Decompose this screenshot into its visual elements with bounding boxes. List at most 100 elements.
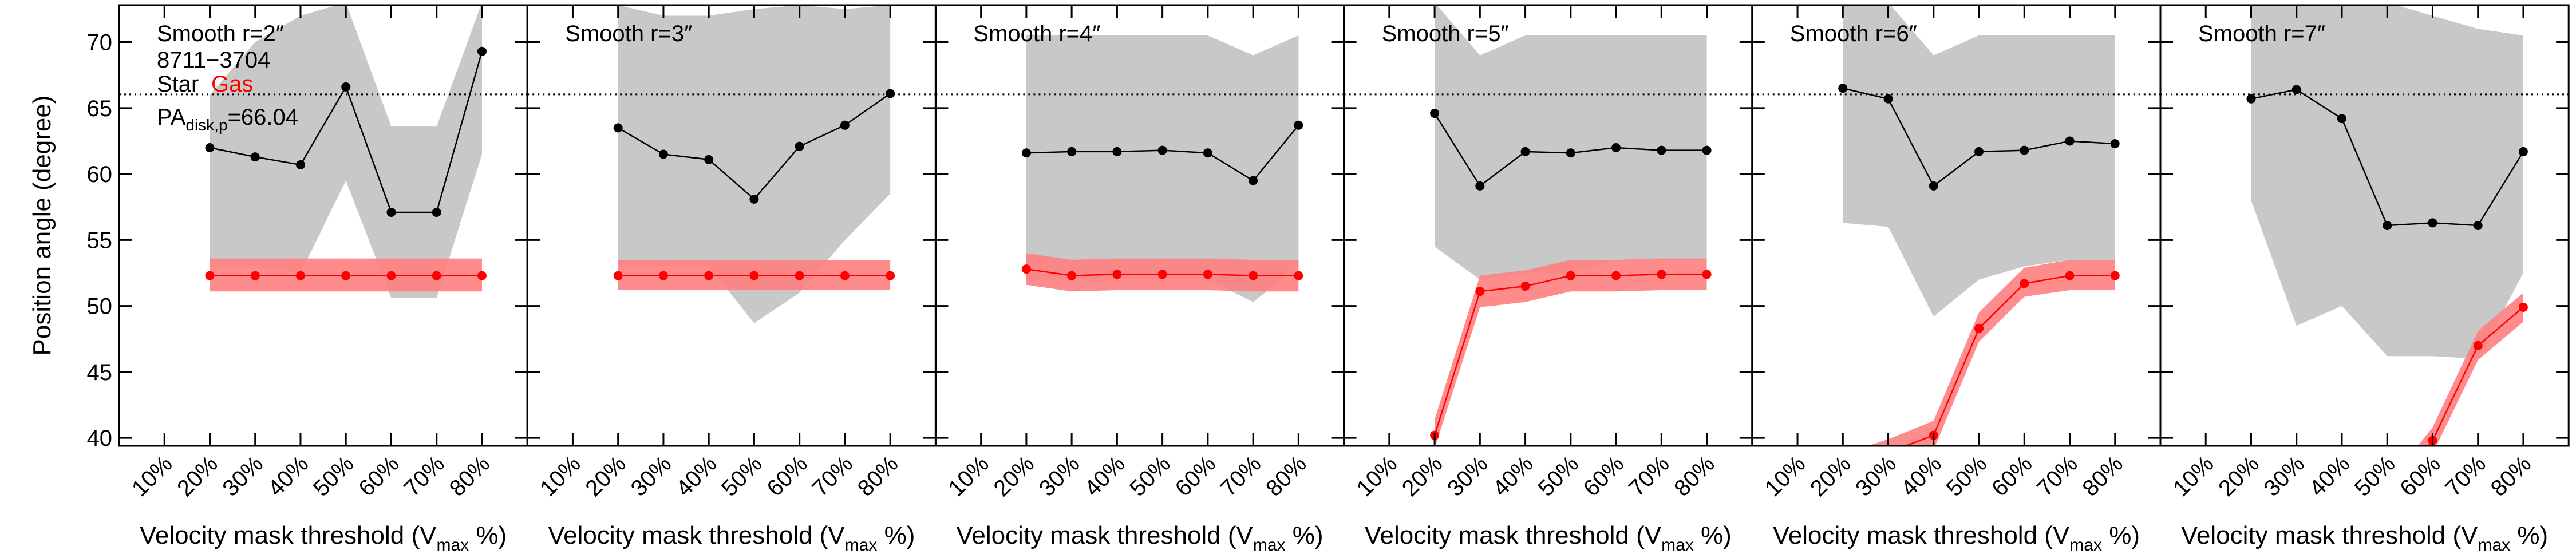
plot-area — [1752, 5, 2160, 446]
data-point — [1566, 148, 1575, 158]
data-point — [1974, 323, 1984, 333]
data-point — [341, 271, 351, 280]
x-tick-label: 60% — [354, 451, 404, 501]
panel-title: Smooth r=4″ — [973, 21, 1100, 46]
plot-area — [2160, 5, 2569, 502]
pa-label: PAdisk,p=66.04 — [157, 105, 298, 134]
data-point — [250, 271, 260, 280]
data-point — [2518, 147, 2528, 156]
galaxy-id: 8711−3704 — [157, 48, 270, 73]
x-axis-label-sub: max — [2069, 536, 2102, 555]
data-point — [2383, 493, 2392, 502]
legend-entry: Star — [157, 72, 199, 97]
x-tick-label: 50% — [1125, 451, 1175, 501]
y-tick-label: 50 — [87, 294, 113, 319]
data-point — [1611, 271, 1621, 280]
y-tick-label: 55 — [87, 228, 113, 253]
data-point — [295, 160, 305, 169]
error-band — [2417, 292, 2523, 446]
x-tick-label: 50% — [717, 451, 767, 501]
x-axis-label-end: %) — [1694, 521, 1732, 549]
x-axis-label-main: Velocity mask threshold (V — [548, 521, 845, 549]
x-tick-label: 30% — [218, 451, 268, 501]
data-point — [341, 82, 351, 92]
x-tick-label: 10% — [535, 451, 586, 501]
x-axis-label-main: Velocity mask threshold (V — [1773, 521, 2070, 549]
axes-frame — [2159, 4, 2570, 447]
panel-title: Smooth r=3″ — [565, 21, 692, 46]
data-point — [1249, 271, 1258, 280]
x-tick-label: 40% — [1896, 451, 1946, 501]
x-tick-label: 30% — [626, 451, 677, 501]
x-axis-label-sub: max — [1661, 536, 1694, 555]
plot-area — [119, 5, 528, 298]
x-tick-label: 20% — [989, 451, 1040, 501]
data-point — [1294, 120, 1303, 130]
data-point — [613, 123, 623, 133]
x-axis-label: Velocity mask threshold (Vmax %) — [1365, 521, 1732, 555]
data-point — [477, 46, 487, 56]
error-band — [1843, 5, 2115, 317]
data-point — [1929, 181, 1938, 191]
x-axis-label-end: %) — [469, 521, 507, 549]
error-band — [618, 5, 891, 323]
x-tick-label: 70% — [1624, 451, 1674, 501]
x-axis-label-main: Velocity mask threshold (V — [140, 521, 437, 549]
pa-label-rest: =66.04 — [228, 105, 298, 130]
data-point — [658, 271, 668, 280]
x-tick-label: 10% — [1352, 451, 1402, 501]
x-tick-label: 70% — [2032, 451, 2083, 501]
x-axis-label-main: Velocity mask threshold (V — [1365, 521, 1662, 549]
x-tick-label: 60% — [762, 451, 812, 501]
panel-title: Smooth r=6″ — [1790, 21, 1917, 46]
data-point — [1475, 181, 1485, 191]
error-band — [1026, 35, 1299, 302]
series-line — [2427, 306, 2524, 446]
x-tick-label: 50% — [1942, 451, 1992, 501]
data-point — [840, 120, 850, 130]
plot-area — [527, 5, 936, 323]
data-point — [1067, 271, 1077, 280]
data-point — [1838, 84, 1848, 93]
x-tick-label: 30% — [1034, 451, 1085, 501]
error-band — [1867, 259, 2115, 446]
data-point — [1157, 270, 1167, 279]
data-point — [1294, 271, 1303, 280]
data-point — [1702, 270, 1712, 279]
x-tick-label: 30% — [2259, 451, 2309, 501]
y-tick-label: 45 — [87, 360, 113, 385]
data-point — [1021, 264, 1031, 274]
data-point — [2291, 85, 2301, 94]
data-point — [1611, 143, 1621, 152]
panel: 10%20%30%40%50%60%70%80%Velocity mask th… — [1751, 4, 2162, 555]
y-tick-label: 65 — [87, 96, 113, 121]
x-tick-label: 40% — [671, 451, 722, 501]
data-point — [1657, 145, 1666, 155]
data-point — [1203, 270, 1212, 279]
x-tick-label: 20% — [2214, 451, 2264, 501]
x-axis-label-end: %) — [2510, 521, 2548, 549]
x-axis-label-sub: max — [845, 536, 878, 555]
data-point — [432, 207, 441, 217]
x-tick-label: 20% — [580, 451, 631, 501]
x-tick-label: 20% — [172, 451, 223, 501]
x-tick-label: 60% — [1171, 451, 1221, 501]
data-point — [886, 271, 895, 280]
panel-title: Smooth r=7″ — [2198, 21, 2325, 46]
data-point — [2020, 279, 2029, 288]
data-point — [1112, 270, 1122, 279]
data-point — [1112, 147, 1122, 156]
data-point — [1157, 145, 1167, 155]
data-point — [749, 271, 759, 280]
data-point — [1475, 287, 1485, 296]
data-point — [613, 271, 623, 280]
panel: 10%20%30%40%50%60%70%80%Velocity mask th… — [2159, 4, 2570, 555]
plot-area — [935, 35, 1344, 302]
data-point — [840, 271, 850, 280]
x-tick-label: 70% — [808, 451, 858, 501]
data-point — [1430, 109, 1440, 118]
data-point — [2110, 139, 2120, 149]
x-tick-label: 70% — [399, 451, 449, 501]
data-point — [658, 149, 668, 159]
